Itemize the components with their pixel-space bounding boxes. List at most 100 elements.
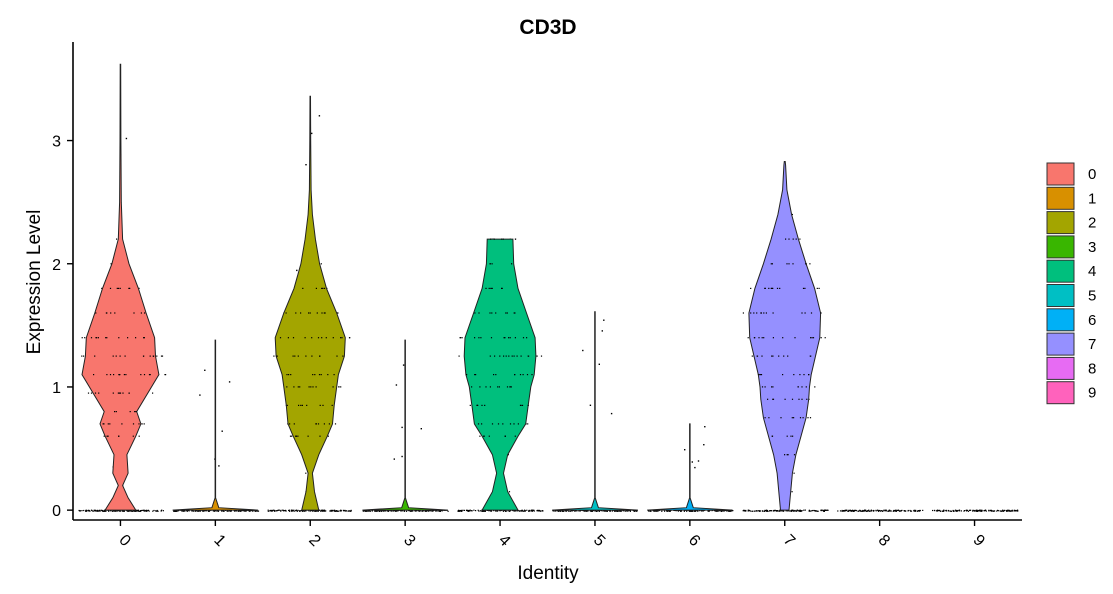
jitter-point xyxy=(785,510,787,512)
x-tick-label: 0 xyxy=(115,532,133,550)
jitter-point xyxy=(308,510,310,512)
jitter-point xyxy=(842,510,844,512)
jitter-point xyxy=(119,392,122,394)
jitter-point xyxy=(747,510,749,512)
jitter-point xyxy=(771,435,774,437)
jitter-point xyxy=(299,386,301,388)
jitter-point xyxy=(316,312,318,314)
jitter-point xyxy=(514,337,516,339)
jitter-point xyxy=(767,398,769,400)
jitter-point xyxy=(106,435,108,437)
jitter-point xyxy=(94,392,97,394)
jitter-point xyxy=(1011,510,1013,512)
jitter-point xyxy=(791,491,793,493)
jitter-point xyxy=(314,510,316,512)
jitter-point xyxy=(530,510,532,512)
jitter-point xyxy=(533,510,535,512)
jitter-point xyxy=(714,510,717,512)
jitter-point xyxy=(463,509,465,511)
jitter-point xyxy=(795,238,797,240)
jitter-point xyxy=(281,509,283,511)
jitter-point xyxy=(92,510,94,512)
jitter-point xyxy=(618,510,621,512)
jitter-point xyxy=(347,510,349,512)
jitter-point xyxy=(100,509,103,511)
jitter-point xyxy=(140,312,142,314)
jitter-point xyxy=(797,386,799,388)
legend-swatch-6 xyxy=(1046,308,1075,332)
jitter-point xyxy=(491,312,493,314)
jitter-point xyxy=(375,510,377,512)
jitter-point xyxy=(772,337,774,339)
jitter-point xyxy=(517,423,519,425)
jitter-point xyxy=(333,509,335,512)
jitter-point xyxy=(1013,509,1015,511)
jitter-point xyxy=(870,509,872,512)
jitter-point xyxy=(751,355,753,357)
jitter-point xyxy=(787,355,789,357)
jitter-point xyxy=(317,510,319,512)
jitter-point xyxy=(255,510,257,512)
jitter-point xyxy=(149,374,151,376)
jitter-point xyxy=(183,510,185,512)
jitter-point xyxy=(795,510,797,512)
jitter-point xyxy=(340,510,342,512)
jitter-point xyxy=(522,374,524,376)
jitter-point xyxy=(323,312,325,314)
jitter-point xyxy=(647,510,650,512)
jitter-point xyxy=(558,510,560,512)
jitter-point xyxy=(624,510,626,512)
jitter-point xyxy=(922,509,924,511)
jitter-point xyxy=(506,386,509,388)
jitter-point xyxy=(401,455,403,458)
jitter-point xyxy=(943,509,945,511)
jitter-point xyxy=(305,355,307,357)
jitter-point xyxy=(340,337,342,339)
jitter-point xyxy=(502,238,504,240)
jitter-point xyxy=(760,312,762,314)
jitter-point xyxy=(666,510,668,512)
jitter-point xyxy=(508,337,510,339)
jitter-point xyxy=(873,510,875,512)
x-tick-label: 1 xyxy=(210,532,228,550)
jitter-point xyxy=(509,510,511,512)
jitter-point xyxy=(791,510,793,512)
jitter-point xyxy=(669,510,671,512)
jitter-point xyxy=(668,510,670,512)
jitter-point xyxy=(490,238,492,240)
jitter-point xyxy=(664,510,666,512)
jitter-point xyxy=(102,423,104,425)
jitter-point xyxy=(497,423,500,425)
jitter-point xyxy=(107,435,109,437)
jitter-point xyxy=(143,337,145,339)
jitter-point xyxy=(119,355,121,357)
jitter-point xyxy=(864,509,866,511)
jitter-point xyxy=(880,510,882,512)
jitter-point xyxy=(888,510,891,512)
jitter-point xyxy=(798,398,800,400)
jitter-point xyxy=(223,510,225,512)
jitter-point xyxy=(182,510,184,512)
jitter-point xyxy=(276,355,278,357)
jitter-point xyxy=(759,374,761,376)
jitter-point xyxy=(591,510,593,512)
jitter-point xyxy=(208,510,210,512)
jitter-point xyxy=(589,510,591,512)
jitter-point xyxy=(589,404,592,406)
jitter-point xyxy=(328,423,330,425)
jitter-point xyxy=(815,510,817,512)
jitter-point xyxy=(781,510,783,512)
jitter-point xyxy=(569,510,571,512)
jitter-point xyxy=(606,510,608,512)
jitter-point xyxy=(138,435,140,437)
jitter-point xyxy=(257,510,260,512)
jitter-point xyxy=(804,509,806,511)
jitter-point xyxy=(395,384,398,386)
jitter-point xyxy=(474,337,476,339)
jitter-point xyxy=(118,435,120,437)
jitter-point xyxy=(514,238,516,240)
jitter-point xyxy=(308,386,310,388)
jitter-point xyxy=(988,509,990,512)
legend-label-4: 4 xyxy=(1088,263,1096,280)
